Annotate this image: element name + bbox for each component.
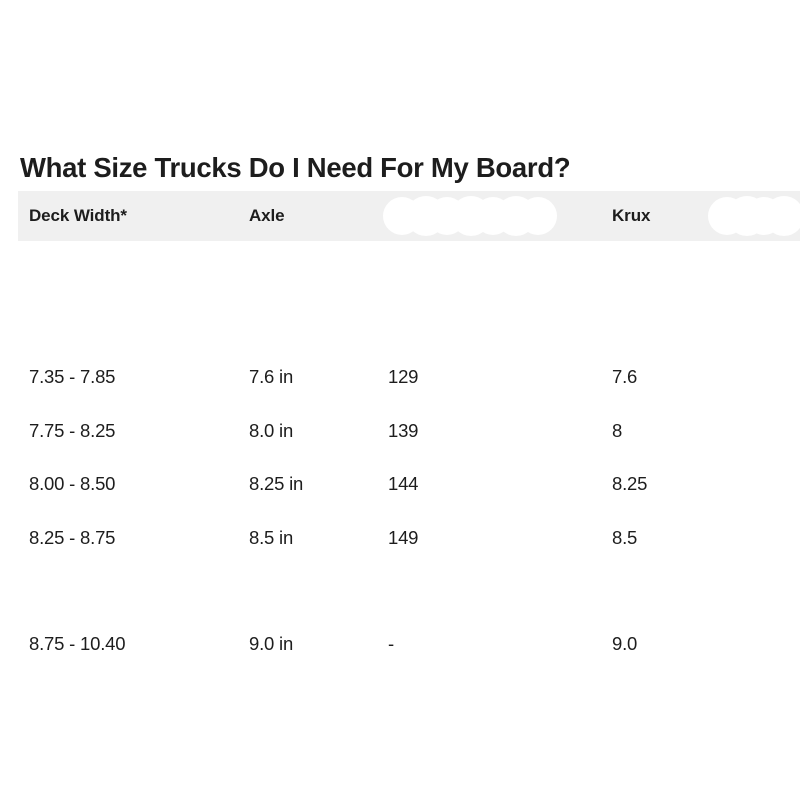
page-title: What Size Trucks Do I Need For My Board? [20, 152, 571, 184]
cell-krux: 8 [612, 420, 623, 441]
table-row: 8.25 - 8.75 8.5 in 149 8.5 [18, 523, 800, 553]
cell-krux: 8.25 [612, 473, 648, 494]
cell-column-3: 149 [388, 527, 419, 548]
cell-krux: 8.5 [612, 527, 638, 548]
cell-krux: 7.6 [612, 366, 638, 387]
cell-deck-width: 7.35 - 7.85 [29, 366, 116, 387]
table-row: 7.75 - 8.25 8.0 in 139 8 [18, 416, 800, 446]
redacted-column-header-5 [705, 191, 800, 241]
table-row: 8.75 - 10.40 9.0 in - 9.0 [18, 629, 800, 659]
cell-axle: 8.5 in [249, 527, 294, 548]
cell-column-3: 129 [388, 366, 419, 387]
cell-column-3: 139 [388, 420, 419, 441]
cell-axle: 8.25 in [249, 473, 304, 494]
table-row: 7.35 - 7.85 7.6 in 129 7.6 [18, 362, 800, 392]
column-header-deck-width: Deck Width* [29, 206, 127, 225]
cell-deck-width: 8.25 - 8.75 [29, 527, 116, 548]
column-header-axle: Axle [249, 206, 285, 225]
cell-deck-width: 8.75 - 10.40 [29, 633, 126, 654]
table-row: 8.00 - 8.50 8.25 in 144 8.25 [18, 469, 800, 499]
redacted-column-header-3 [380, 191, 560, 241]
cell-krux: 9.0 [612, 633, 638, 654]
cell-deck-width: 7.75 - 8.25 [29, 420, 116, 441]
redaction-blob [764, 196, 800, 236]
cell-axle: 8.0 in [249, 420, 294, 441]
cell-deck-width: 8.00 - 8.50 [29, 473, 116, 494]
redaction-blob [519, 197, 557, 235]
cell-axle: 9.0 in [249, 633, 294, 654]
table-body: 7.35 - 7.85 7.6 in 129 7.6 7.75 - 8.25 8.0 in… [18, 241, 800, 669]
cell-column-3: - [388, 633, 394, 654]
table-header-row: Deck Width* Axle Krux [18, 191, 800, 241]
cell-axle: 7.6 in [249, 366, 294, 387]
cell-column-3: 144 [388, 473, 419, 494]
column-header-krux: Krux [612, 206, 651, 225]
truck-size-table: Deck Width* Axle Krux 7.35 - 7.85 7.6 in 1… [18, 191, 800, 669]
